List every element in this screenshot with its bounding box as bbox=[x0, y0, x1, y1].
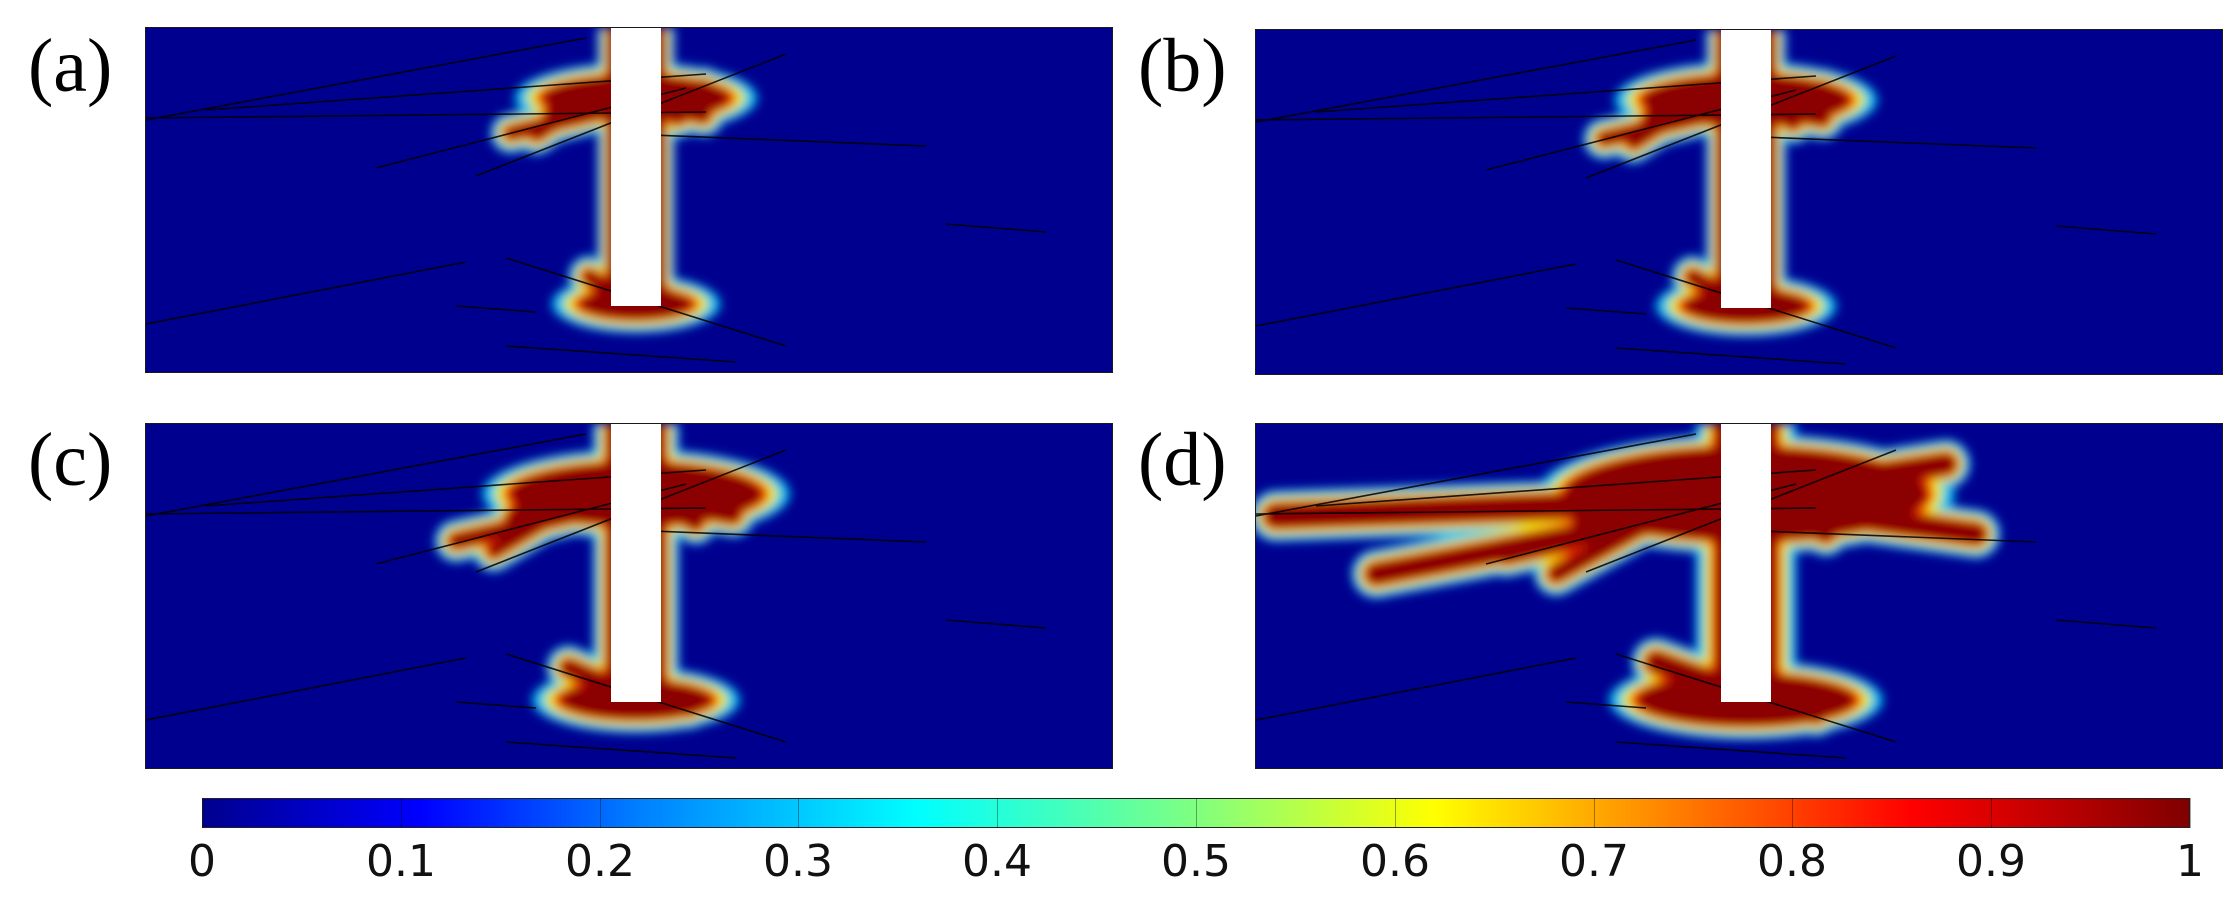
colorbar-tick-label: 0.4 bbox=[962, 836, 1032, 887]
panel-c-damage-field bbox=[145, 423, 1113, 769]
wellbore bbox=[1721, 424, 1771, 702]
colorbar-tick-label: 0.3 bbox=[763, 836, 833, 887]
colorbar-tick-label: 1 bbox=[2176, 836, 2204, 887]
colorbar-tick bbox=[1395, 798, 1396, 828]
panel-label-a: (a) bbox=[28, 24, 113, 108]
colorbar-tick bbox=[202, 798, 203, 828]
panel-c-plot bbox=[146, 424, 1047, 759]
fracture-line bbox=[1256, 39, 1697, 123]
panel-b-plot bbox=[1256, 30, 2157, 365]
fracture-line bbox=[1735, 135, 2037, 149]
fracture-line bbox=[146, 37, 587, 121]
fracture-line bbox=[1256, 657, 1577, 721]
damage-arm bbox=[1765, 681, 1827, 723]
colorbar-tick-label: 0.5 bbox=[1161, 836, 1231, 887]
fracture-line bbox=[2055, 619, 2157, 629]
panel-d-plot bbox=[1256, 424, 2157, 759]
fracture-line bbox=[455, 305, 537, 313]
colorbar-tick bbox=[401, 798, 402, 828]
damage-arm bbox=[658, 288, 680, 314]
colorbar-tick bbox=[1196, 798, 1197, 828]
damage-arm bbox=[1765, 495, 1987, 545]
colorbar-tick bbox=[2190, 798, 2191, 828]
colorbar-tick bbox=[798, 798, 799, 828]
colorbar-tick-label: 0.7 bbox=[1559, 836, 1629, 887]
fracture-line bbox=[455, 701, 537, 709]
fracture-line bbox=[945, 619, 1047, 629]
colorbar bbox=[202, 798, 2190, 828]
fracture-line bbox=[146, 657, 467, 721]
colorbar-tick bbox=[1792, 798, 1793, 828]
colorbar-tick-label: 0.6 bbox=[1360, 836, 1430, 887]
panel-a-damage-field bbox=[145, 27, 1113, 373]
panel-a-plot bbox=[146, 28, 1047, 363]
colorbar-tick bbox=[1991, 798, 1992, 828]
damage-arm bbox=[530, 82, 612, 142]
fracture-line bbox=[1615, 741, 1847, 759]
fracture-line bbox=[1735, 529, 2037, 543]
colorbar-tick bbox=[997, 798, 998, 828]
fracture-line bbox=[625, 529, 927, 543]
fracture-line bbox=[2055, 225, 2157, 235]
damage-arm bbox=[1768, 290, 1796, 318]
fracture-line bbox=[146, 433, 587, 517]
colorbar-tick-label: 0 bbox=[188, 836, 216, 887]
wellbore bbox=[611, 424, 661, 702]
fracture-line bbox=[1256, 263, 1577, 327]
damage-arm bbox=[486, 477, 613, 559]
damage-arm bbox=[581, 269, 614, 296]
wellbore bbox=[1721, 30, 1771, 308]
colorbar-tick-label: 0.1 bbox=[366, 836, 436, 887]
fracture-line bbox=[505, 741, 737, 759]
panel-d-damage-field bbox=[1255, 423, 2223, 769]
fracture-line bbox=[1565, 307, 1647, 315]
fracture-lines bbox=[1256, 433, 2157, 759]
damage-zone bbox=[1256, 424, 2001, 740]
fracture-line bbox=[945, 223, 1047, 233]
fracture-line bbox=[1256, 433, 1697, 517]
panel-label-c: (c) bbox=[28, 418, 113, 502]
fracture-line bbox=[505, 345, 737, 363]
colorbar-tick bbox=[600, 798, 601, 828]
fracture-line bbox=[146, 261, 467, 325]
damage-arm bbox=[657, 683, 698, 716]
fracture-line bbox=[1565, 701, 1647, 709]
damage-arm bbox=[1768, 81, 1831, 100]
damage-arm bbox=[1365, 495, 1747, 585]
fracture-line bbox=[625, 133, 927, 147]
colorbar-tick-label: 0.2 bbox=[565, 836, 635, 887]
colorbar-tick-label: 0.9 bbox=[1956, 836, 2026, 887]
colorbar-tick-label: 0.8 bbox=[1757, 836, 1827, 887]
damage-arm bbox=[1645, 651, 1727, 695]
damage-layer bbox=[1263, 424, 1987, 727]
panel-label-b: (b) bbox=[1138, 24, 1227, 108]
damage-arm bbox=[559, 658, 615, 693]
colorbar-tick bbox=[1594, 798, 1595, 828]
fracture-line bbox=[1615, 347, 1847, 365]
panel-label-d: (d) bbox=[1138, 418, 1227, 502]
damage-arm bbox=[1627, 83, 1723, 150]
panel-b-damage-field bbox=[1255, 29, 2223, 375]
wellbore bbox=[611, 28, 661, 306]
damage-arm bbox=[1685, 269, 1724, 298]
